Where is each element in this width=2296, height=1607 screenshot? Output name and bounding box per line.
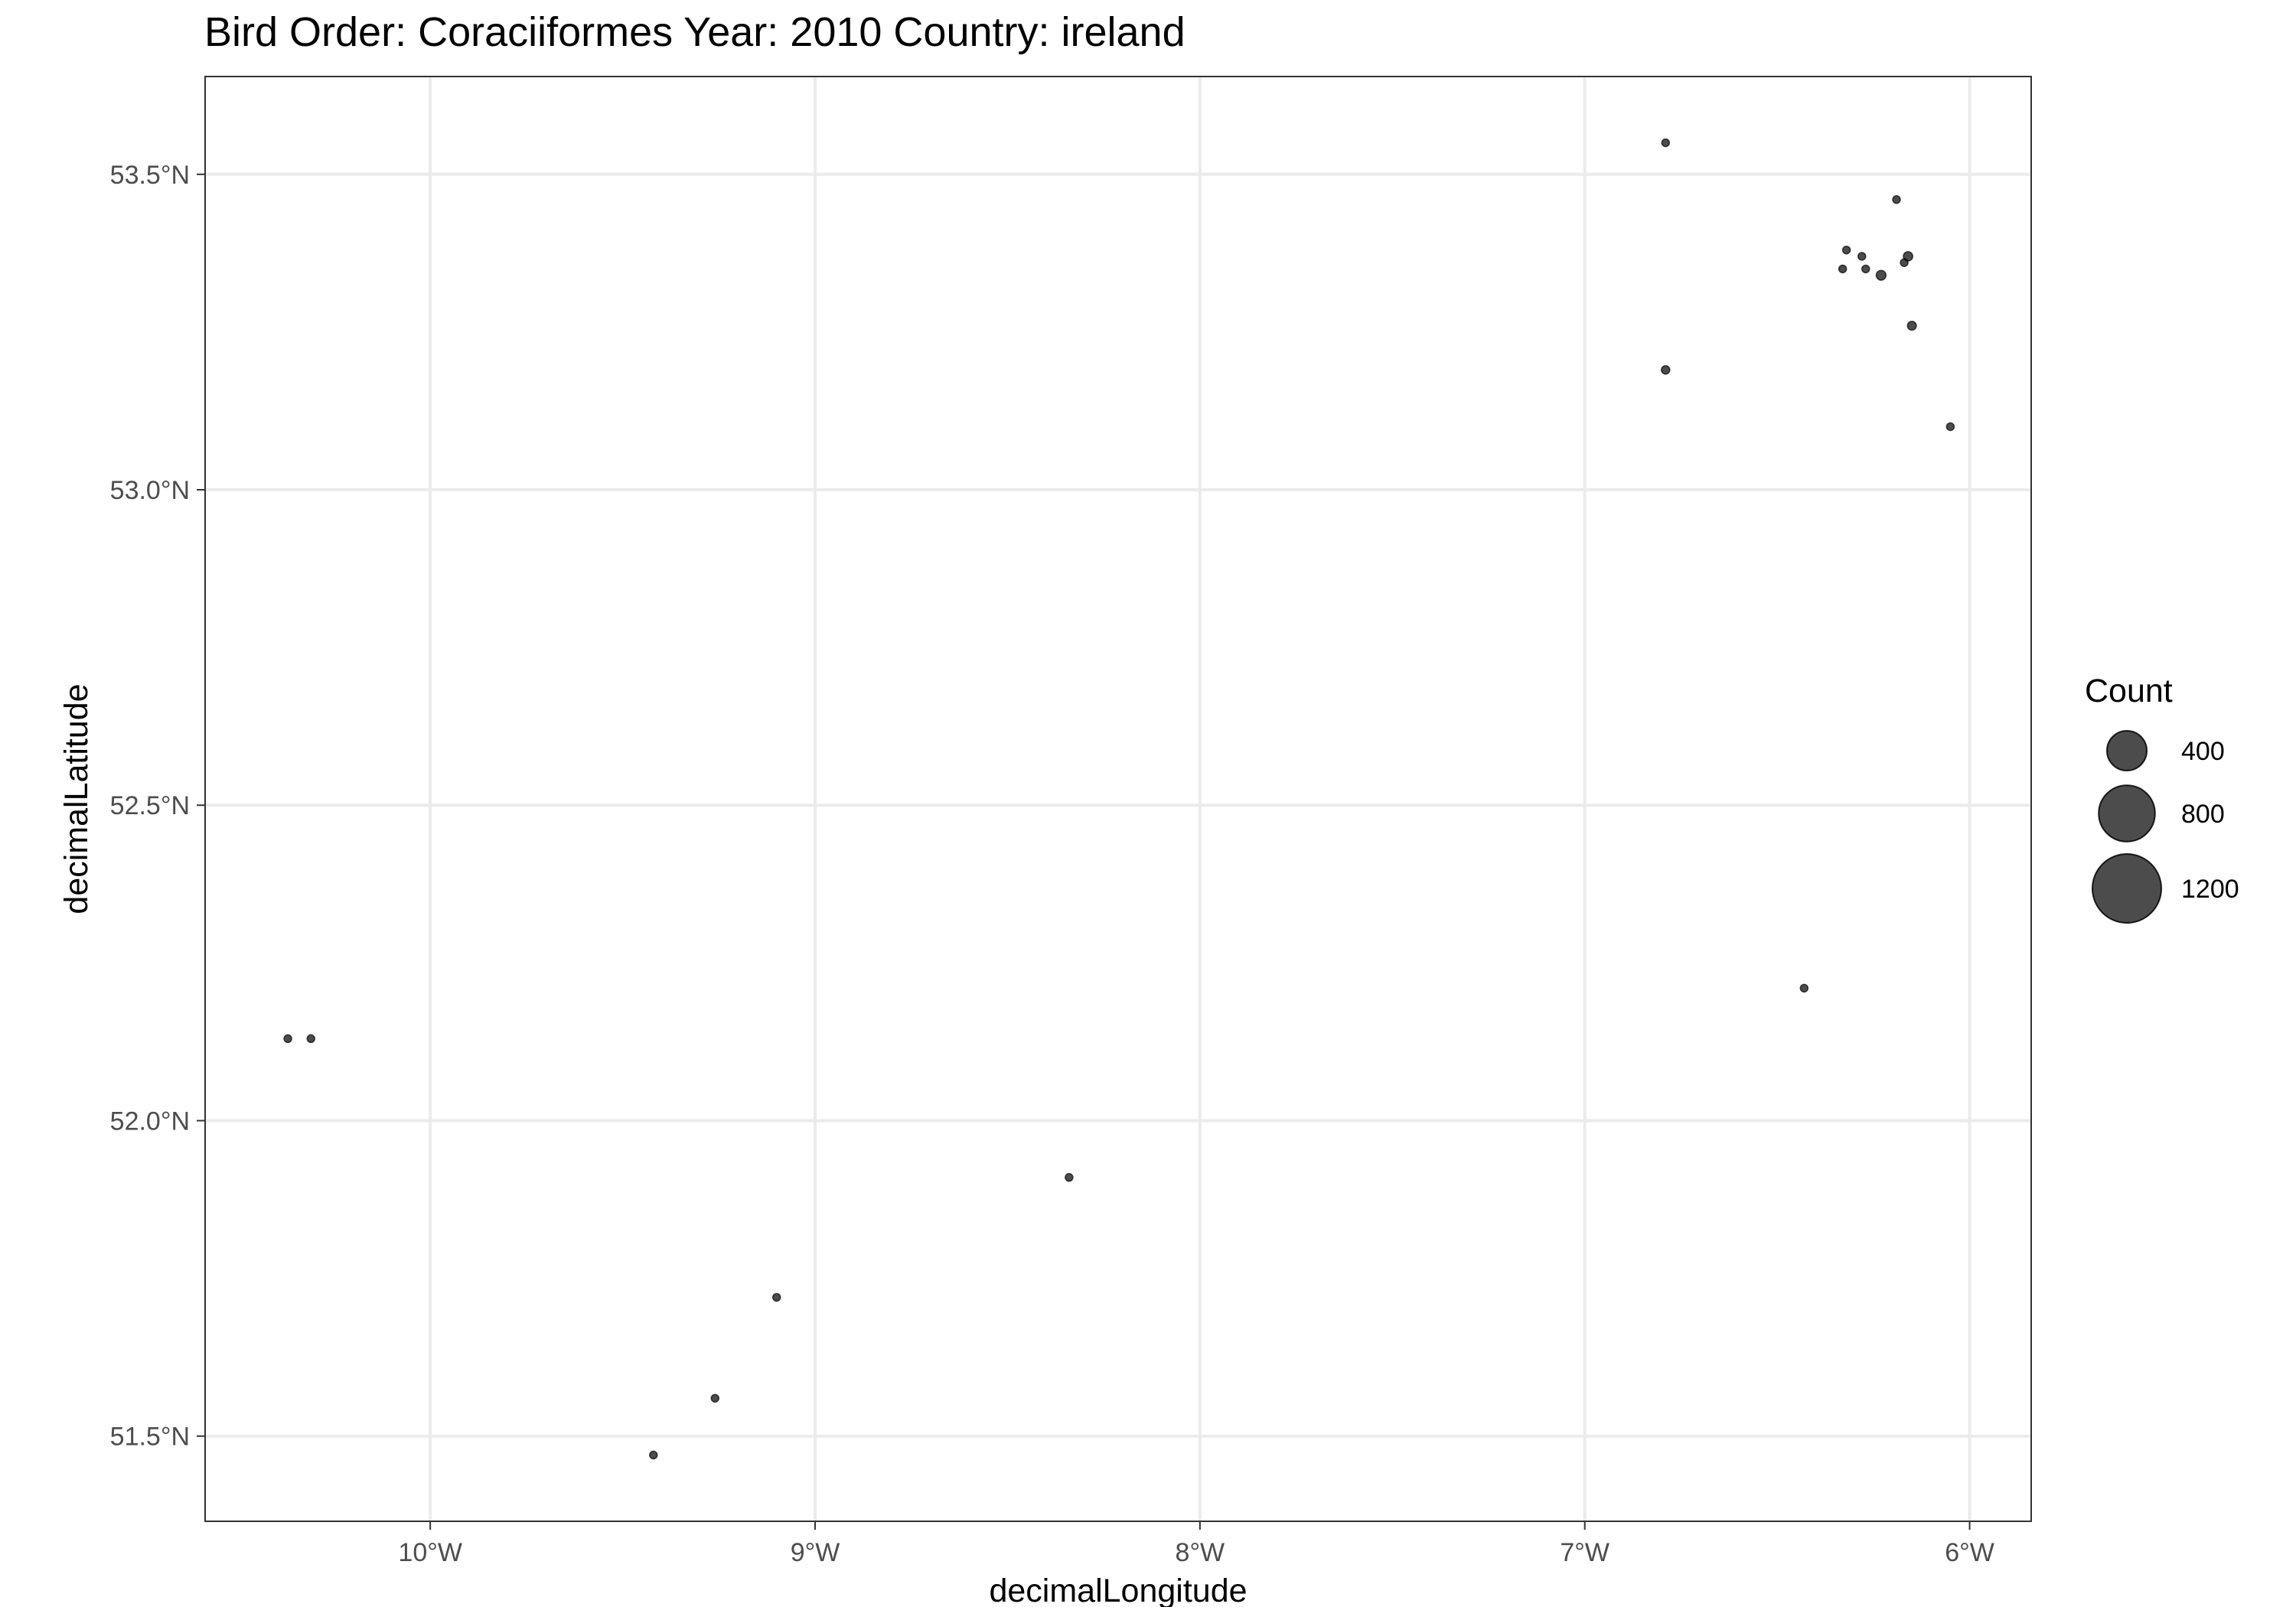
y-axis-title: decimalLatitude: [58, 683, 95, 914]
data-point: [306, 1034, 316, 1044]
y-tick-label: 52.0°N: [110, 1107, 190, 1136]
data-point: [1945, 422, 1955, 432]
x-tick-label: 6°W: [1945, 1538, 1994, 1567]
data-point: [1661, 138, 1671, 148]
data-point: [710, 1393, 720, 1403]
data-point: [1065, 1172, 1074, 1182]
x-tick-label: 10°W: [398, 1538, 462, 1567]
data-point: [1838, 264, 1848, 274]
legend-title: Count: [2085, 673, 2173, 709]
data-point: [283, 1034, 292, 1044]
x-axis: 10°W 9°W 8°W 7°W 6°W: [398, 1521, 1994, 1567]
data-point: [1841, 245, 1851, 255]
legend-key-circle: [2106, 730, 2148, 771]
data-point: [1906, 321, 1917, 331]
data-point: [1875, 269, 1887, 281]
grid-lines: [205, 77, 2031, 1521]
y-tick-label: 52.5°N: [110, 791, 190, 820]
data-point: [1857, 252, 1867, 261]
legend-key-circle: [2098, 784, 2156, 843]
data-point: [771, 1292, 781, 1302]
data-point: [1799, 983, 1809, 993]
legend-key-label: 400: [2181, 737, 2225, 766]
x-tick-label: 9°W: [791, 1538, 840, 1567]
data-point: [649, 1450, 658, 1460]
legend-keys: 400 800 1200: [2092, 730, 2239, 924]
data-point: [1861, 264, 1870, 274]
y-tick-label: 51.5°N: [110, 1423, 190, 1452]
data-point: [1661, 365, 1671, 375]
y-axis: 51.5°N 52.0°N 52.5°N 53.0°N 53.5°N: [110, 161, 205, 1452]
size-legend: Count 400 800 1200: [2085, 673, 2239, 924]
y-tick-label: 53.5°N: [110, 161, 190, 190]
data-points: [283, 138, 1955, 1460]
data-point: [1900, 258, 1909, 267]
y-tick-label: 53.0°N: [110, 476, 190, 505]
data-point: [1892, 195, 1901, 204]
chart-title: Bird Order: Coraciiformes Year: 2010 Cou…: [204, 9, 1186, 55]
x-tick-label: 7°W: [1560, 1538, 1609, 1567]
plot-panel-border: [204, 76, 2032, 1522]
x-tick-label: 8°W: [1176, 1538, 1225, 1567]
x-axis-title: decimalLongitude: [989, 1573, 1247, 1607]
legend-key-label: 800: [2181, 800, 2225, 829]
legend-key-label: 1200: [2181, 875, 2239, 904]
legend-key-circle: [2092, 853, 2162, 924]
plot-panel: [205, 77, 2031, 1521]
